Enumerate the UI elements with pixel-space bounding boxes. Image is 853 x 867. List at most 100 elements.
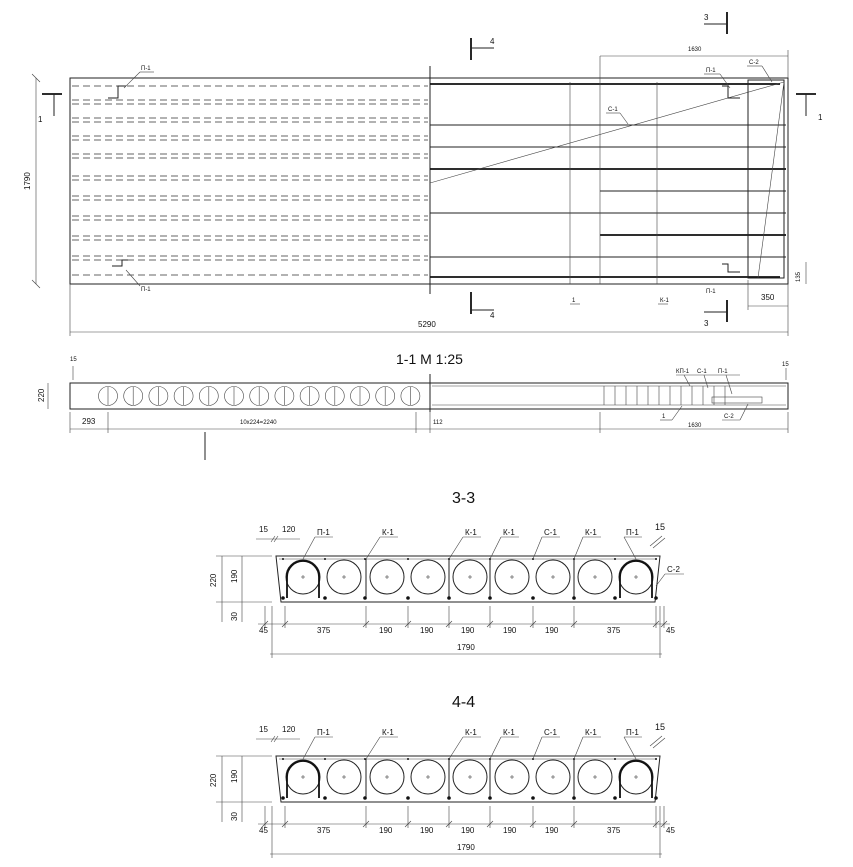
dim-tick	[273, 535, 279, 543]
void-circle	[410, 759, 446, 795]
dim-tick	[261, 620, 269, 628]
dim-cover-left: 15	[259, 725, 268, 734]
dim-voids-long: 10х224=2240	[240, 420, 277, 426]
void-circle	[577, 559, 613, 595]
dim-bottom: 30	[230, 612, 239, 621]
void-circle-long	[350, 386, 370, 406]
leader-line	[623, 536, 637, 560]
top-bar-dot	[407, 758, 409, 760]
void-circle	[535, 559, 571, 595]
dim-tick	[570, 620, 578, 628]
dim-tick	[404, 820, 412, 828]
dim-mesh-long: 1630	[688, 423, 702, 429]
section-1-1: 1-1 М 1:25 КП-1 С-1 П-1 С-2 1 220 15 15	[37, 351, 789, 460]
dim-total: 1790	[457, 843, 475, 852]
strand-dot	[323, 596, 327, 600]
strand-dot	[363, 796, 367, 800]
top-bar-dot	[324, 558, 326, 560]
dim-height: 220	[209, 573, 218, 587]
leader-line	[573, 536, 584, 560]
void-circle	[494, 559, 530, 595]
dim-cover-right: 15	[655, 522, 665, 532]
dim-end-offset: 135	[796, 271, 802, 282]
top-label: К-1	[503, 728, 515, 737]
dim-cover-left: 15	[259, 525, 268, 534]
bottom-dim: 190	[420, 826, 434, 835]
top-label: П-1	[626, 528, 639, 537]
leader-line	[365, 536, 381, 560]
dim-tick	[486, 820, 494, 828]
void-circle	[369, 759, 405, 795]
top-label: К-1	[465, 728, 477, 737]
bottom-dim: 190	[461, 626, 475, 635]
void-circle	[618, 559, 654, 595]
svg-text:1: 1	[38, 115, 43, 124]
dim-cover-left-long: 15	[70, 357, 77, 363]
dim-cover-right-long: 15	[782, 362, 789, 368]
dim-tick	[362, 620, 370, 628]
label-p1-bottom-left: П-1	[141, 287, 151, 293]
top-label: К-1	[382, 528, 394, 537]
top-label: К-1	[503, 528, 515, 537]
strand-dot	[531, 796, 535, 800]
dim-mid-long: 112	[433, 420, 443, 426]
top-bar-dot	[655, 558, 657, 560]
dim-mesh-length: 1630	[688, 47, 702, 53]
dim-left-long: 293	[82, 417, 96, 426]
section-4-4-title: 4-4	[452, 694, 475, 711]
top-label: К-1	[585, 728, 597, 737]
label-p1-long: П-1	[718, 369, 728, 375]
dim-tick	[445, 620, 453, 628]
dim-tick	[362, 820, 370, 828]
dim-tick	[652, 537, 666, 549]
section-3-3-title: 3-3	[452, 490, 475, 507]
void-circle	[618, 759, 654, 795]
dim-height-long: 220	[37, 388, 46, 402]
label-p1-bottom-right: П-1	[706, 289, 716, 295]
loop-p1-right	[619, 560, 653, 598]
svg-text:4: 4	[490, 37, 495, 46]
strand-dot	[447, 796, 451, 800]
mesh-diagonal	[429, 81, 785, 184]
label-c2-plan: С-2	[749, 60, 759, 66]
loop-anchor-bottom-right	[722, 263, 740, 273]
loop-anchor-top-left	[108, 85, 126, 99]
bottom-dim: 375	[607, 826, 621, 835]
dim-tick	[652, 737, 666, 749]
longitudinal-voids	[98, 386, 421, 406]
void-circle-long	[249, 386, 270, 406]
bottom-dim: 190	[503, 626, 517, 635]
strand-lines	[430, 83, 786, 278]
plan-view: П-1 П-1 П-1 П-1 С-2 С-1 1 К-1 1 1	[23, 12, 823, 336]
dim-tick	[649, 735, 663, 747]
section-outline	[275, 555, 661, 603]
top-label: С-1	[544, 728, 557, 737]
bottom-dim: 375	[317, 626, 331, 635]
dim-width: 1790	[23, 172, 32, 190]
leader-line	[489, 736, 502, 760]
dim-tick	[404, 620, 412, 628]
bottom-dim: 190	[461, 826, 475, 835]
loop-anchor-top-right	[722, 85, 740, 99]
void-circle-long	[400, 386, 421, 406]
top-bar-dot	[282, 558, 284, 560]
strand-dot	[572, 596, 576, 600]
loop-anchor-bottom-left	[112, 259, 128, 267]
label-c1-plan: С-1	[608, 107, 618, 113]
dim-tick	[486, 620, 494, 628]
dim-tick	[273, 735, 279, 743]
void-circle	[285, 559, 321, 595]
void-circle-long	[375, 386, 396, 406]
strand-dot	[613, 796, 617, 800]
top-label: К-1	[585, 528, 597, 537]
top-label: П-1	[317, 728, 330, 737]
void-circle-long	[299, 386, 320, 406]
void-dashed-lines	[72, 85, 428, 276]
section-cut-4-bottom: 4	[470, 292, 495, 320]
top-label: К-1	[465, 528, 477, 537]
bottom-dim: 190	[379, 826, 393, 835]
strand-dot	[447, 596, 451, 600]
dim-void: 190	[230, 769, 239, 783]
leader-line	[532, 736, 543, 760]
strand-dot	[488, 596, 492, 600]
